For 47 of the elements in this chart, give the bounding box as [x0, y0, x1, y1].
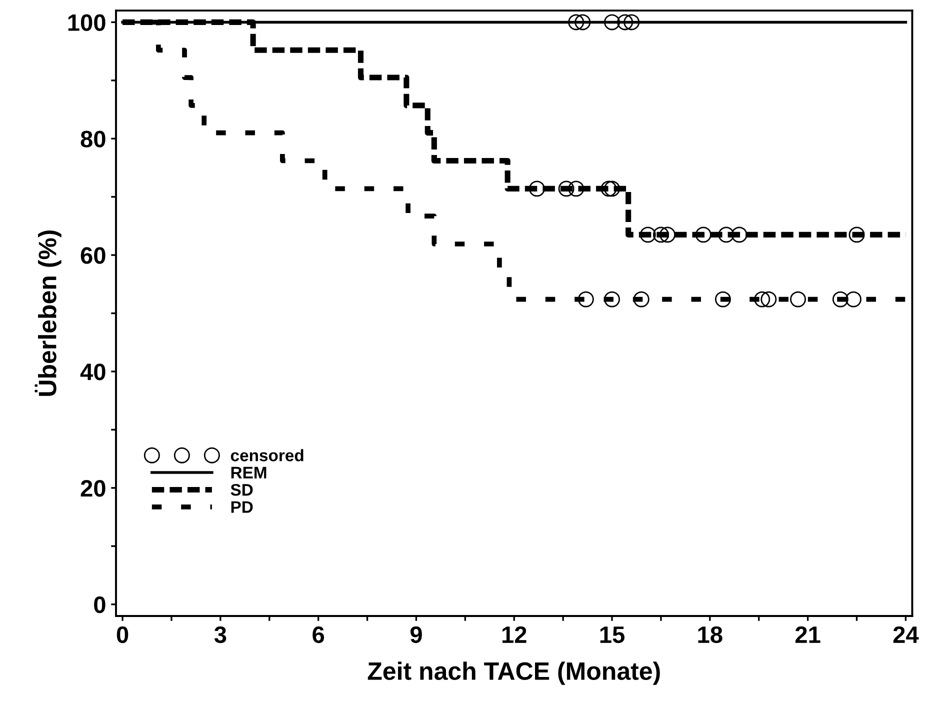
y-tick-label: 20 [80, 480, 106, 497]
point [790, 291, 806, 308]
point [659, 226, 676, 243]
point [604, 14, 620, 30]
point [848, 226, 865, 243]
legend-label: PD [231, 501, 253, 513]
x-tick-label: 12 [502, 626, 526, 643]
point [832, 291, 848, 308]
legend-label: SD [230, 484, 253, 496]
x-tick-label: 24 [893, 626, 919, 643]
legend-label: censored [230, 449, 304, 462]
point [604, 291, 620, 308]
point [568, 180, 584, 197]
y-tick-label: 80 [80, 130, 106, 148]
point [846, 291, 862, 308]
x-tick-label: 3 [214, 626, 226, 644]
y-tick-label: 0 [94, 596, 106, 614]
point [574, 14, 591, 30]
point [600, 180, 617, 197]
x-axis-title: Zeit nach TACE (Monate) [368, 662, 660, 685]
point [718, 226, 734, 243]
legend-label: REM [231, 466, 266, 478]
x-tick-label: 18 [698, 626, 722, 644]
y-tick-label: 100 [68, 14, 106, 31]
x-tick-label: 6 [312, 626, 324, 644]
point [528, 180, 545, 197]
point [640, 226, 656, 243]
y-axis-title: Überleben (%) [34, 230, 62, 396]
point [760, 291, 777, 308]
x-tick-label: 9 [410, 626, 422, 644]
point [714, 291, 731, 308]
x-tick-label: 21 [795, 626, 820, 643]
point [617, 14, 634, 30]
point [652, 226, 669, 243]
y-tick-label: 40 [80, 364, 106, 380]
x-tick-label: 0 [116, 626, 128, 644]
point [604, 180, 620, 197]
point [558, 180, 574, 197]
point [624, 14, 640, 30]
point [731, 226, 748, 243]
point [695, 226, 712, 243]
point [633, 291, 650, 308]
point [578, 291, 594, 308]
y-tick-label: 60 [80, 247, 106, 264]
point [754, 291, 770, 308]
x-tick-label: 15 [600, 626, 624, 644]
point [568, 14, 584, 30]
